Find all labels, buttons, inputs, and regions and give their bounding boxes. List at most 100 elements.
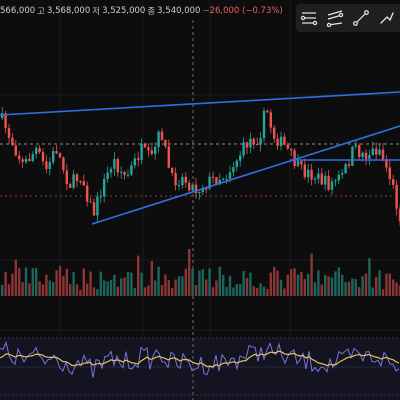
candle-body — [307, 169, 310, 178]
volume-bar — [113, 274, 116, 296]
candle-body — [232, 167, 235, 173]
candle-body — [256, 144, 259, 146]
volume-bar — [106, 281, 109, 296]
volume-bar — [330, 277, 334, 296]
candle-body — [283, 136, 286, 145]
candle-body — [160, 131, 164, 140]
brush-tool-button[interactable] — [376, 7, 398, 29]
candle-body — [4, 113, 7, 129]
open-value: 566,000 — [0, 6, 36, 16]
candle-body — [334, 180, 337, 182]
candle-body — [126, 174, 130, 176]
volume-bar — [191, 268, 194, 296]
volume-bar — [41, 284, 45, 296]
candle-body — [113, 159, 116, 169]
candle-body — [205, 188, 208, 190]
volume-bar — [283, 288, 286, 296]
volume-bar — [371, 287, 374, 296]
candle-body — [28, 158, 31, 162]
volume-bar — [55, 270, 58, 296]
volume-bar — [133, 288, 136, 296]
candle-body — [35, 148, 38, 155]
ohlc-legend: 566,000 고 3,568,000 저 3,525,000 종 3,540,… — [0, 0, 300, 22]
candle-body — [385, 159, 388, 168]
volume-bar — [232, 287, 235, 296]
volume-bar — [395, 282, 398, 296]
oscillator-line — [0, 340, 400, 378]
volume-bar — [317, 270, 320, 296]
candle-body — [120, 171, 123, 173]
volume-bar — [290, 269, 293, 296]
volume-bar — [52, 282, 55, 296]
volume-bar — [215, 280, 218, 296]
candle-body — [21, 159, 24, 162]
volume-bar — [154, 280, 157, 296]
volume-bar — [218, 266, 221, 296]
low-value: 3,525,000 — [102, 6, 146, 16]
volume-bar — [337, 267, 340, 296]
volume-bar — [31, 268, 34, 296]
candle-body — [116, 159, 119, 173]
candle-body — [198, 192, 201, 194]
volume-bar — [358, 287, 361, 296]
candle-body — [52, 151, 55, 163]
candle-body — [99, 196, 102, 198]
candle-body — [86, 185, 89, 202]
volume-bar — [69, 284, 72, 296]
trend-path-tool-button[interactable] — [324, 7, 346, 29]
volume-bar — [252, 286, 255, 296]
candle-body — [150, 150, 153, 155]
volume-bar — [198, 270, 201, 296]
horizontal-lines-tool-icon — [300, 12, 318, 26]
high-value: 3,568,000 — [46, 6, 91, 16]
candle-body — [225, 178, 228, 180]
volume-bar — [140, 272, 143, 296]
candle-body — [245, 142, 249, 148]
volume-bar — [120, 278, 123, 296]
candle-body — [239, 155, 242, 161]
horizontal-lines-tool-button[interactable] — [298, 7, 320, 29]
candle-body — [249, 138, 252, 148]
trend-line-tool-icon — [353, 10, 369, 26]
candle-body — [344, 164, 347, 174]
candle-body — [109, 168, 113, 173]
candle-body — [106, 172, 109, 179]
candle-body — [337, 174, 340, 181]
candle-body — [218, 179, 221, 185]
volume-bar — [364, 273, 368, 296]
candle-body — [351, 146, 354, 166]
volume-bar — [303, 278, 306, 296]
candle-body — [266, 110, 269, 113]
candle-body — [62, 157, 65, 171]
candle-body — [259, 138, 262, 145]
volume-bar — [273, 266, 276, 296]
volume-bar — [147, 285, 150, 296]
volume-bar — [262, 286, 266, 296]
volume-bar — [392, 279, 395, 296]
volume-bar — [225, 286, 228, 296]
candle-body — [222, 178, 225, 180]
candle-body — [371, 148, 374, 156]
volume-bar — [82, 268, 85, 296]
volume-bar — [184, 268, 187, 296]
volume-bar — [388, 273, 391, 296]
volume-bar — [79, 289, 82, 296]
candle-body — [320, 173, 323, 185]
candle-body — [167, 146, 170, 168]
volume-bar — [62, 275, 65, 296]
volume-bar — [347, 281, 351, 296]
oscillator-signal-line — [0, 350, 400, 368]
candle-body — [228, 172, 232, 179]
trend-line-tool-button[interactable] — [350, 7, 372, 29]
volume-bar — [28, 283, 31, 296]
candle-body — [388, 167, 391, 180]
volume-bar — [194, 285, 198, 296]
candle-body — [317, 173, 320, 179]
volume-bar — [341, 274, 344, 296]
candle-body — [293, 150, 296, 166]
volume-bar — [38, 281, 41, 296]
volume-bar — [174, 279, 177, 296]
volume-bar — [279, 279, 283, 296]
